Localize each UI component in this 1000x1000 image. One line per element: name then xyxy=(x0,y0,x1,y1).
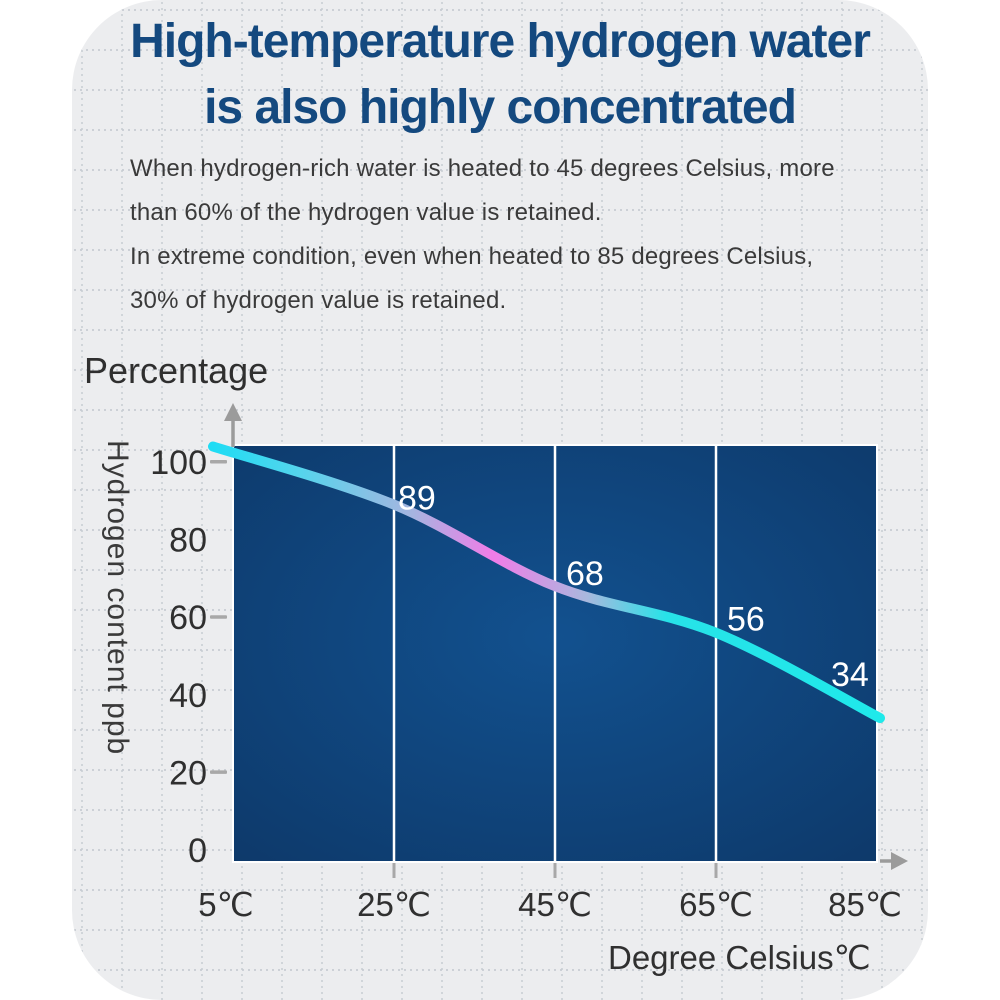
description-line-2: than 60% of the hydrogen value is retain… xyxy=(130,199,602,226)
y-tick-label: 80 xyxy=(169,522,207,560)
description-line-4: 30% of hydrogen value is retained. xyxy=(130,287,507,314)
y-tick-label: 0 xyxy=(188,832,207,870)
x-tick-label: 45℃ xyxy=(518,886,592,923)
y-tick-label: 60 xyxy=(169,599,207,637)
y-axis-arrowhead xyxy=(224,403,242,421)
data-label: 56 xyxy=(727,601,765,639)
chart-title-percentage: Percentage xyxy=(84,350,269,391)
y-tick-dash xyxy=(210,460,227,464)
y-tick-label: 40 xyxy=(169,677,207,715)
x-axis-arrowhead xyxy=(891,852,908,870)
description-line-1: When hydrogen-rich water is heated to 45… xyxy=(130,155,835,182)
page-title-line-2: is also highly concentrated xyxy=(204,81,797,134)
y-tick-dash xyxy=(210,770,227,774)
x-tick-label: 25℃ xyxy=(357,886,431,923)
data-label: 89 xyxy=(398,480,436,518)
x-tick-label: 65℃ xyxy=(679,886,753,923)
x-axis-title: Degree Celsius℃ xyxy=(608,939,871,976)
page-title-line-1: High-temperature hydrogen water xyxy=(130,15,871,68)
y-tick-label: 100 xyxy=(150,444,207,482)
y-tick-label: 20 xyxy=(169,754,207,792)
y-axis-title: Hydrogen content ppb xyxy=(101,440,134,756)
description-line-3: In extreme condition, even when heated t… xyxy=(130,243,814,270)
x-tick-label: 85℃ xyxy=(828,886,902,923)
data-line xyxy=(208,441,885,724)
x-tick-label: 5℃ xyxy=(198,886,253,923)
y-tick-dash xyxy=(210,615,227,619)
data-label: 34 xyxy=(831,656,869,694)
data-label: 68 xyxy=(566,555,604,593)
